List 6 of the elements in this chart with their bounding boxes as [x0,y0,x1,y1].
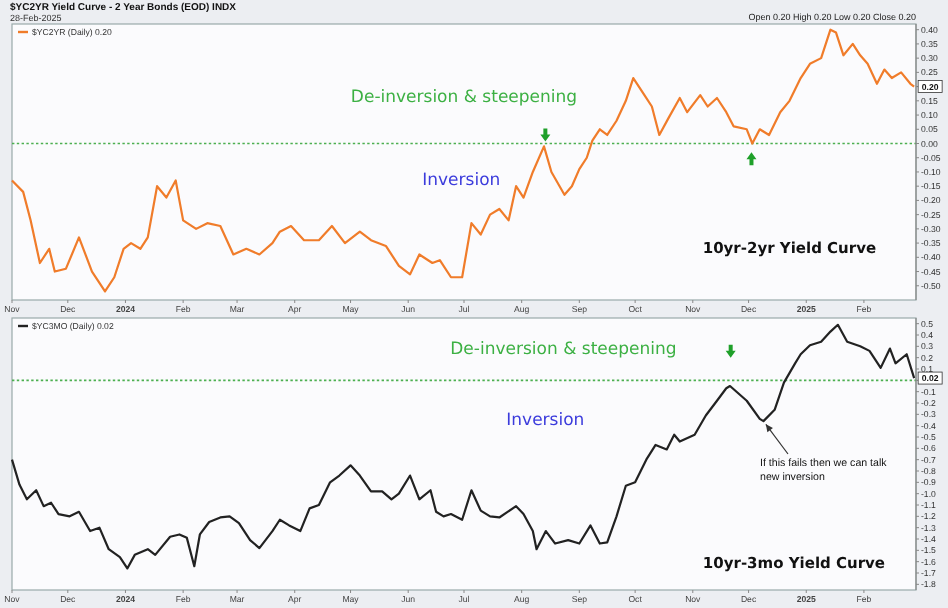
annotation: De-inversion & steepening [450,339,677,360]
line-series [10,323,916,570]
annotation: De-inversion & steepening [350,87,578,108]
annotation: Inversion [422,170,501,191]
annotation: Inversion [506,410,585,431]
line-series [10,28,916,293]
